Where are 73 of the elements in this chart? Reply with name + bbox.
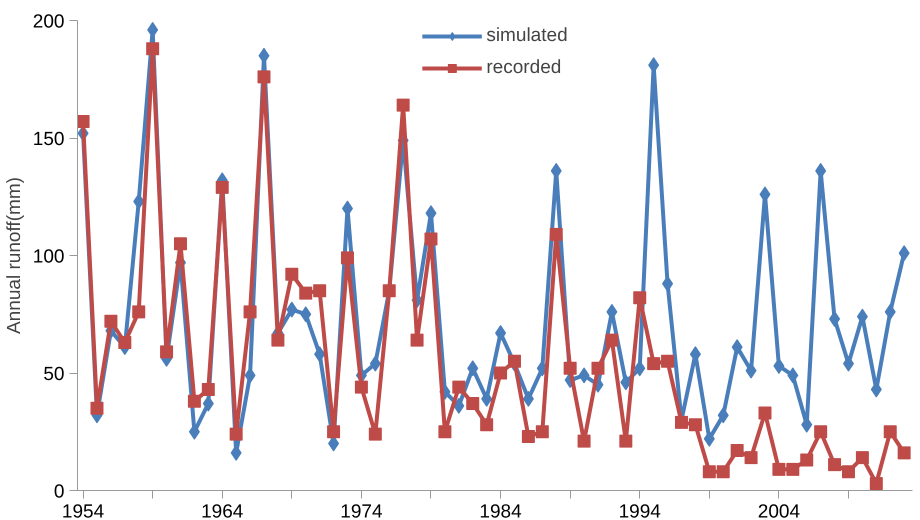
point (744, 451, 758, 464)
x-tick-label: 1994 (618, 502, 662, 520)
point (633, 291, 646, 304)
legend-label: recorded (486, 57, 562, 79)
point (758, 406, 772, 420)
point (104, 314, 118, 328)
point (884, 425, 897, 438)
point (688, 418, 702, 432)
point (466, 397, 480, 410)
legend-label: simulated (486, 25, 568, 47)
point (368, 428, 382, 441)
point (146, 42, 160, 56)
y-tick-label: 150 (32, 129, 64, 150)
point (800, 453, 814, 466)
point (647, 357, 660, 370)
point (174, 237, 187, 250)
point (898, 446, 911, 460)
x-tick-label: 2004 (758, 502, 800, 520)
point (508, 354, 521, 368)
point (730, 444, 744, 458)
point (828, 458, 842, 472)
point (716, 465, 730, 478)
point (90, 402, 104, 415)
point (299, 286, 312, 300)
x-tick-label: 1954 (62, 502, 105, 520)
x-tick-label: 1974 (340, 502, 383, 520)
y-tick-label: 50 (43, 364, 65, 385)
point (814, 425, 828, 438)
y-tick-label: 200 (32, 12, 64, 32)
point (354, 380, 368, 394)
point (396, 98, 410, 112)
point (244, 305, 257, 318)
point (870, 476, 883, 490)
y-axis-title: Annual runoff(mm) (4, 176, 25, 334)
point (522, 430, 535, 443)
point (605, 334, 618, 347)
point (202, 382, 215, 396)
y-tick-label: 0 (54, 482, 65, 502)
point (452, 380, 466, 394)
point (188, 394, 201, 408)
point (772, 462, 786, 476)
point (702, 465, 716, 478)
point (78, 115, 90, 128)
y-tick-label: 100 (32, 246, 64, 268)
point (578, 434, 591, 448)
point (536, 425, 549, 438)
point (410, 334, 424, 347)
point (257, 70, 270, 84)
point (340, 251, 354, 264)
point (271, 334, 284, 347)
point (313, 284, 326, 298)
point (661, 354, 674, 368)
point (564, 362, 577, 375)
point (327, 425, 340, 438)
point (674, 416, 688, 429)
point (494, 366, 508, 380)
point (550, 228, 563, 241)
point (591, 362, 604, 375)
point (438, 425, 452, 438)
point (786, 462, 800, 476)
point (230, 428, 243, 441)
point (842, 465, 855, 478)
point (480, 418, 494, 432)
x-tick-label: 1964 (201, 502, 244, 520)
point (285, 268, 298, 281)
x-tick-label: 1984 (479, 502, 522, 520)
point (856, 451, 869, 464)
point (216, 180, 229, 194)
point (118, 336, 132, 349)
point (619, 434, 632, 448)
point (160, 345, 174, 358)
point (132, 305, 146, 318)
point (424, 232, 438, 246)
